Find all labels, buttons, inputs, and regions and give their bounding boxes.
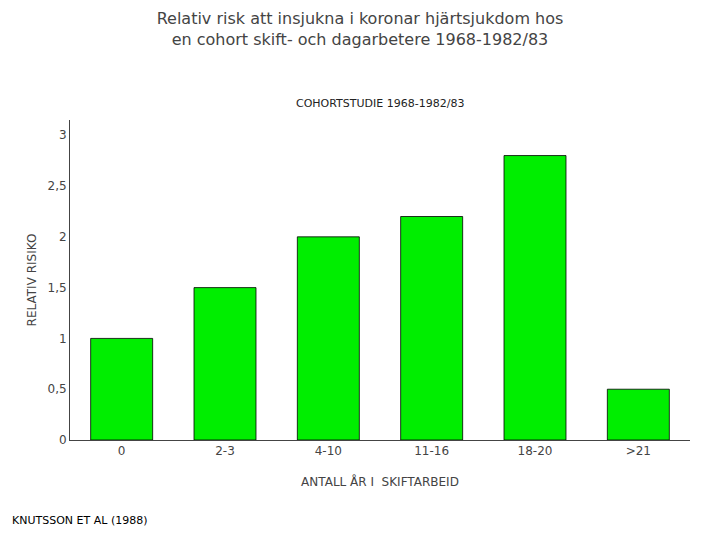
svg-text:>21: >21: [626, 444, 651, 458]
svg-text:3: 3: [59, 128, 67, 142]
svg-text:2,5: 2,5: [48, 179, 67, 193]
svg-text:COHORTSTUDIE 1968-1982/83: COHORTSTUDIE 1968-1982/83: [296, 97, 464, 110]
svg-text:4-10: 4-10: [315, 444, 342, 458]
svg-text:2: 2: [59, 230, 67, 244]
svg-text:ANTALL ÅR I SKIFTARBEID: ANTALL ÅR I SKIFTARBEID: [301, 474, 459, 489]
svg-text:1: 1: [59, 332, 67, 346]
svg-text:0,5: 0,5: [48, 382, 67, 396]
svg-text:1,5: 1,5: [48, 281, 67, 295]
svg-text:RELATIV RISIKO: RELATIV RISIKO: [25, 234, 39, 327]
svg-text:11-16: 11-16: [414, 444, 449, 458]
svg-text:Relativ risk att insjukna i ko: Relativ risk att insjukna i koronar hjär…: [157, 9, 564, 49]
svg-text:18-20: 18-20: [518, 444, 553, 458]
svg-text:2-3: 2-3: [215, 444, 235, 458]
svg-text:0: 0: [118, 444, 126, 458]
svg-text:KNUTSSON ET AL (1988): KNUTSSON ET AL (1988): [12, 514, 147, 527]
svg-text:0: 0: [59, 433, 67, 447]
